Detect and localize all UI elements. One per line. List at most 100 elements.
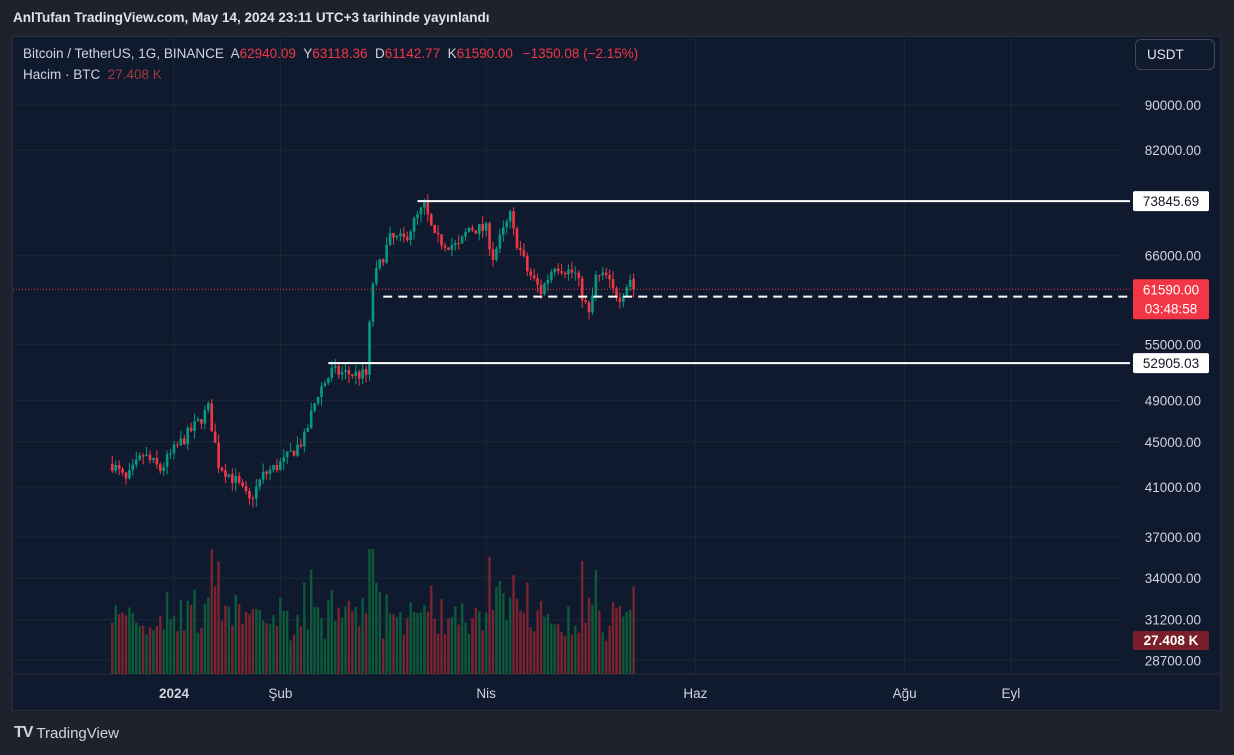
- candle-body[interactable]: [330, 367, 334, 378]
- candles[interactable]: [110, 194, 635, 508]
- candle-body[interactable]: [529, 271, 533, 276]
- candle-body[interactable]: [148, 454, 152, 460]
- candle-body[interactable]: [272, 464, 275, 470]
- candle-body[interactable]: [577, 272, 581, 279]
- candle-body[interactable]: [464, 232, 467, 237]
- chart-panel[interactable]: [12, 36, 1221, 711]
- candle-body[interactable]: [584, 300, 587, 303]
- footer-brand[interactable]: TV TradingView: [14, 724, 119, 742]
- candle-body[interactable]: [172, 444, 176, 454]
- candle-body[interactable]: [306, 428, 310, 432]
- candle-body[interactable]: [570, 269, 574, 273]
- candle-body[interactable]: [477, 224, 481, 234]
- candle-body[interactable]: [292, 450, 296, 456]
- candle-body[interactable]: [519, 248, 522, 251]
- candle-body[interactable]: [337, 365, 340, 375]
- candle-body[interactable]: [498, 234, 502, 249]
- candle-body[interactable]: [217, 442, 220, 469]
- candle-body[interactable]: [131, 464, 135, 471]
- candle-body[interactable]: [553, 268, 557, 273]
- candle-body[interactable]: [176, 444, 179, 446]
- candle-body[interactable]: [385, 244, 388, 263]
- candle-body[interactable]: [179, 438, 183, 446]
- candle-body[interactable]: [251, 498, 255, 500]
- candle-body[interactable]: [303, 431, 306, 447]
- candle-body[interactable]: [532, 275, 536, 279]
- price-axis[interactable]: 90000.00 82000.00 66000.00 55000.00 49000.00…: [1133, 98, 1209, 668]
- candle-body[interactable]: [344, 370, 347, 373]
- candle-body[interactable]: [594, 275, 598, 296]
- time-axis[interactable]: 2024 Şub Nis Haz Ağu Eyl: [159, 686, 1020, 701]
- candle-body[interactable]: [433, 225, 436, 233]
- candle-body[interactable]: [309, 410, 313, 429]
- candle-body[interactable]: [501, 227, 505, 235]
- candle-body[interactable]: [200, 419, 203, 424]
- volume-label[interactable]: Hacim · BTC: [23, 67, 101, 82]
- candle-body[interactable]: [231, 474, 234, 483]
- candle-body[interactable]: [282, 457, 286, 462]
- candle-body[interactable]: [117, 465, 121, 469]
- candle-body[interactable]: [134, 459, 138, 465]
- candle-body[interactable]: [488, 223, 491, 250]
- candle-body[interactable]: [128, 470, 131, 479]
- candle-body[interactable]: [244, 485, 248, 492]
- candle-body[interactable]: [285, 451, 289, 458]
- candle-body[interactable]: [193, 421, 196, 432]
- candle-body[interactable]: [546, 279, 550, 284]
- candle-body[interactable]: [351, 374, 354, 376]
- candle-body[interactable]: [275, 464, 279, 471]
- candle-body[interactable]: [453, 243, 457, 246]
- candle-body[interactable]: [515, 228, 519, 249]
- candle-body[interactable]: [299, 444, 303, 447]
- candle-body[interactable]: [210, 403, 214, 432]
- candle-body[interactable]: [152, 458, 155, 460]
- candle-body[interactable]: [323, 383, 327, 387]
- candle-body[interactable]: [508, 211, 512, 222]
- candle-body[interactable]: [203, 409, 207, 424]
- candle-body[interactable]: [241, 482, 244, 486]
- candle-body[interactable]: [138, 455, 141, 460]
- candle-body[interactable]: [121, 468, 124, 473]
- candle-body[interactable]: [162, 466, 166, 471]
- candle-body[interactable]: [399, 233, 402, 236]
- candle-body[interactable]: [409, 231, 412, 241]
- candle-body[interactable]: [457, 243, 460, 245]
- candle-body[interactable]: [467, 227, 471, 233]
- candle-body[interactable]: [227, 474, 231, 477]
- candle-body[interactable]: [429, 214, 433, 226]
- candle-body[interactable]: [207, 403, 210, 410]
- candle-body[interactable]: [255, 486, 258, 499]
- candle-body[interactable]: [361, 369, 364, 379]
- candle-body[interactable]: [182, 438, 186, 445]
- candle-body[interactable]: [567, 269, 570, 275]
- candle-body[interactable]: [491, 249, 495, 260]
- candle-body[interactable]: [512, 211, 515, 229]
- candle-body[interactable]: [268, 469, 272, 474]
- candle-body[interactable]: [563, 272, 567, 275]
- candle-body[interactable]: [110, 463, 114, 471]
- candle-body[interactable]: [481, 224, 484, 231]
- candle-body[interactable]: [186, 427, 190, 445]
- candle-body[interactable]: [165, 454, 169, 467]
- candle-body[interactable]: [598, 275, 601, 277]
- candle-body[interactable]: [145, 454, 148, 456]
- candle-body[interactable]: [347, 370, 351, 375]
- candle-body[interactable]: [591, 295, 594, 313]
- candle-body[interactable]: [471, 227, 474, 231]
- candle-body[interactable]: [495, 248, 498, 260]
- candle-body[interactable]: [316, 397, 320, 404]
- candle-body[interactable]: [615, 288, 618, 298]
- candle-body[interactable]: [611, 279, 615, 289]
- candle-body[interactable]: [460, 236, 464, 244]
- candle-body[interactable]: [556, 268, 560, 272]
- candle-body[interactable]: [601, 272, 605, 276]
- currency-selector-button[interactable]: USDT: [1135, 39, 1215, 70]
- candle-body[interactable]: [443, 245, 447, 248]
- candle-body[interactable]: [388, 233, 392, 245]
- candle-body[interactable]: [371, 283, 375, 322]
- candle-body[interactable]: [155, 458, 159, 465]
- candle-body[interactable]: [114, 465, 117, 471]
- candle-body[interactable]: [357, 371, 361, 379]
- candle-body[interactable]: [419, 207, 423, 215]
- candle-body[interactable]: [405, 237, 409, 241]
